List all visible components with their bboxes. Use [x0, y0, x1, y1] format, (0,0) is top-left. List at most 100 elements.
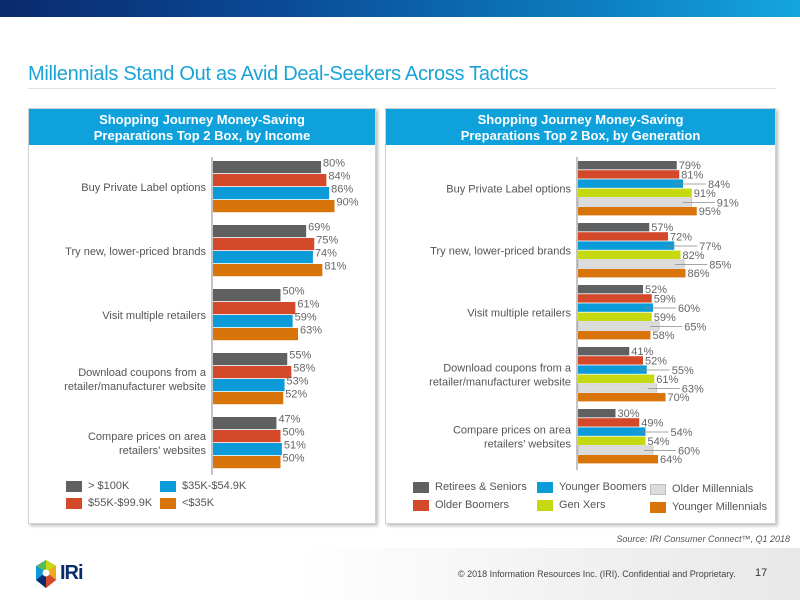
- generation-bar: [578, 241, 675, 250]
- generation-legend-swatch: [650, 501, 666, 513]
- income-bar: [213, 443, 282, 456]
- income-category-label: Buy Private Label options: [81, 182, 206, 194]
- generation-chart-header: Shopping Journey Money-Saving Preparatio…: [386, 109, 775, 145]
- income-bar: [213, 251, 313, 264]
- generation-category-label: retailer/manufacturer website: [429, 377, 571, 389]
- generation-bar: [578, 427, 646, 436]
- generation-data-label: 55%: [672, 365, 694, 377]
- income-data-label: 63%: [300, 325, 322, 337]
- generation-data-label: 85%: [709, 259, 731, 271]
- generation-legend-swatch: [413, 499, 429, 511]
- income-data-label: 90%: [337, 197, 359, 209]
- income-category-label: retailer/manufacturer website: [64, 381, 206, 393]
- generation-data-label: 77%: [699, 241, 721, 253]
- generation-bar: [578, 312, 652, 321]
- income-data-label: 51%: [284, 440, 306, 452]
- generation-data-label: 86%: [688, 268, 710, 280]
- page-number: 17: [755, 567, 768, 579]
- income-data-label: 50%: [283, 453, 305, 465]
- footer-band: [300, 548, 800, 600]
- generation-legend-label: Gen Xers: [559, 499, 606, 511]
- income-bar: [213, 238, 315, 251]
- generation-bar: [578, 365, 647, 374]
- income-bar: [213, 200, 335, 213]
- generation-category-label: Visit multiple retailers: [467, 308, 571, 320]
- generation-legend-swatch: [537, 481, 553, 493]
- income-data-label: 53%: [287, 376, 309, 388]
- title-divider: [28, 88, 776, 89]
- income-legend-label: > $100K: [88, 480, 130, 492]
- income-bar: [213, 264, 323, 277]
- generation-data-label: 59%: [654, 312, 676, 324]
- generation-legend-item: Older Boomers: [413, 499, 509, 511]
- generation-legend-item: Younger Millennials: [650, 501, 767, 513]
- income-bar: [213, 174, 327, 187]
- generation-category-label: Download coupons from a: [443, 363, 572, 375]
- income-data-label: 55%: [289, 350, 311, 362]
- income-legend-item: <$35K: [160, 497, 214, 509]
- top-gradient-bar: [0, 0, 800, 17]
- income-legend-swatch: [66, 480, 82, 492]
- generation-data-label: 64%: [660, 454, 682, 466]
- generation-bar: [578, 294, 652, 303]
- income-legend-label: $35K-$54.9K: [182, 480, 247, 492]
- income-legend-label: <$35K: [182, 497, 215, 509]
- income-legend-swatch: [160, 497, 176, 509]
- income-legend-item: $35K-$54.9K: [160, 480, 246, 492]
- generation-chart-header-line2: Preparations Top 2 Box, by Generation: [460, 128, 701, 143]
- income-category-label: retailers’ websites: [119, 445, 207, 457]
- income-legend-label: $55K-$99.9K: [88, 497, 153, 509]
- income-chart-header-line2: Preparations Top 2 Box, by Income: [93, 128, 311, 143]
- income-data-label: 69%: [308, 222, 330, 234]
- generation-data-label: 41%: [631, 346, 653, 358]
- source-note: Source: IRI Consumer Connect™, Q1 2018: [616, 534, 790, 544]
- income-bar: [213, 315, 293, 328]
- generation-bar: [578, 207, 697, 216]
- generation-legend-swatch: [537, 499, 553, 511]
- generation-data-label: 49%: [641, 417, 663, 429]
- income-category-label: Try new, lower-priced brands: [65, 246, 206, 258]
- generation-bar: [578, 223, 650, 232]
- generation-legend-swatch: [650, 483, 666, 495]
- income-bar: [213, 379, 285, 392]
- generation-chart-header-line1: Shopping Journey Money-Saving: [477, 112, 684, 127]
- generation-data-label: 63%: [682, 383, 704, 395]
- generation-bar: [578, 250, 681, 259]
- generation-data-label: 52%: [645, 355, 667, 367]
- income-bar: [213, 302, 296, 315]
- generation-bar: [578, 409, 616, 418]
- generation-bar: [578, 418, 640, 427]
- income-data-label: 59%: [295, 312, 317, 324]
- generation-legend-item: Gen Xers: [537, 499, 605, 511]
- income-bar: [213, 328, 299, 341]
- generation-data-label: 60%: [678, 303, 700, 315]
- generation-data-label: 30%: [618, 408, 640, 420]
- generation-bar: [578, 331, 651, 340]
- generation-category-label: retailers’ websites: [484, 439, 572, 451]
- income-chart-header: Shopping Journey Money-Saving Preparatio…: [29, 109, 375, 145]
- income-bar: [213, 392, 284, 405]
- generation-bar: [578, 285, 643, 294]
- generation-bar: [577, 445, 654, 455]
- generation-bar: [577, 383, 658, 393]
- income-bar: [213, 289, 281, 302]
- generation-bar: [578, 170, 680, 179]
- generation-data-label: 79%: [679, 160, 701, 172]
- generation-bar: [578, 374, 655, 383]
- income-data-label: 52%: [285, 389, 307, 401]
- income-bar: [213, 187, 330, 200]
- income-bar: [213, 225, 307, 238]
- income-data-label: 84%: [328, 171, 350, 183]
- generation-data-label: 61%: [656, 374, 678, 386]
- generation-data-label: 91%: [717, 197, 739, 209]
- generation-bar: [578, 393, 666, 402]
- generation-legend-item: Retirees & Seniors: [413, 481, 527, 493]
- generation-bar: [577, 321, 660, 331]
- generation-legend-swatch: [413, 481, 429, 493]
- generation-data-label: 84%: [708, 179, 730, 191]
- slide-title: Millennials Stand Out as Avid Deal-Seeke…: [28, 63, 529, 85]
- generation-data-label: 57%: [651, 222, 673, 234]
- generation-bar: [577, 259, 685, 269]
- generation-bar: [577, 197, 693, 207]
- income-data-label: 47%: [278, 414, 300, 426]
